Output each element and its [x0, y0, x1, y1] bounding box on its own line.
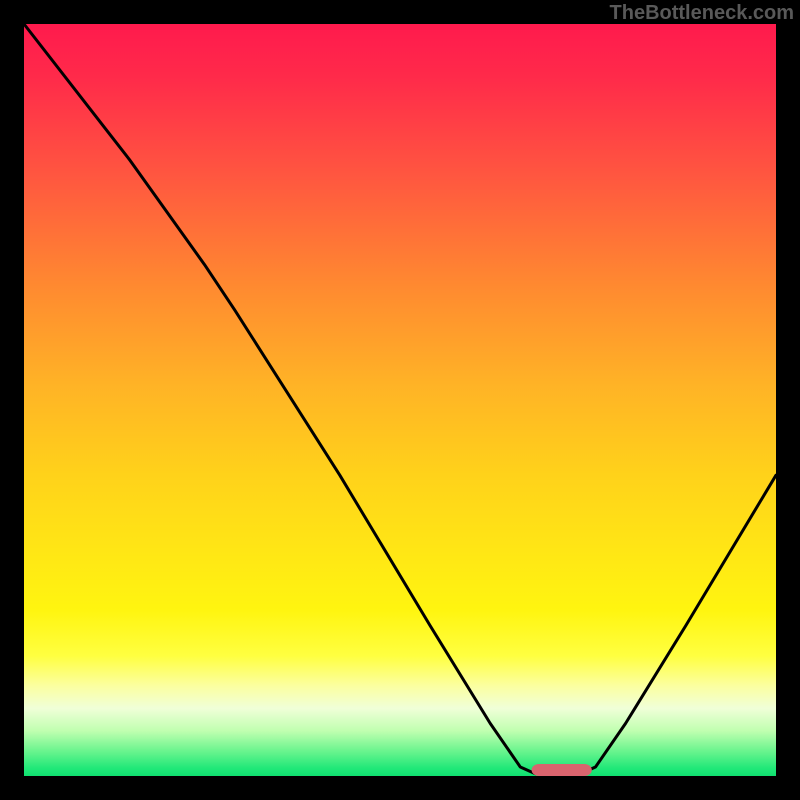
chart-container: TheBottleneck.com	[0, 0, 800, 800]
branding-label: TheBottleneck.com	[610, 2, 794, 25]
bottleneck-chart	[0, 0, 800, 800]
optimum-marker	[532, 764, 592, 776]
